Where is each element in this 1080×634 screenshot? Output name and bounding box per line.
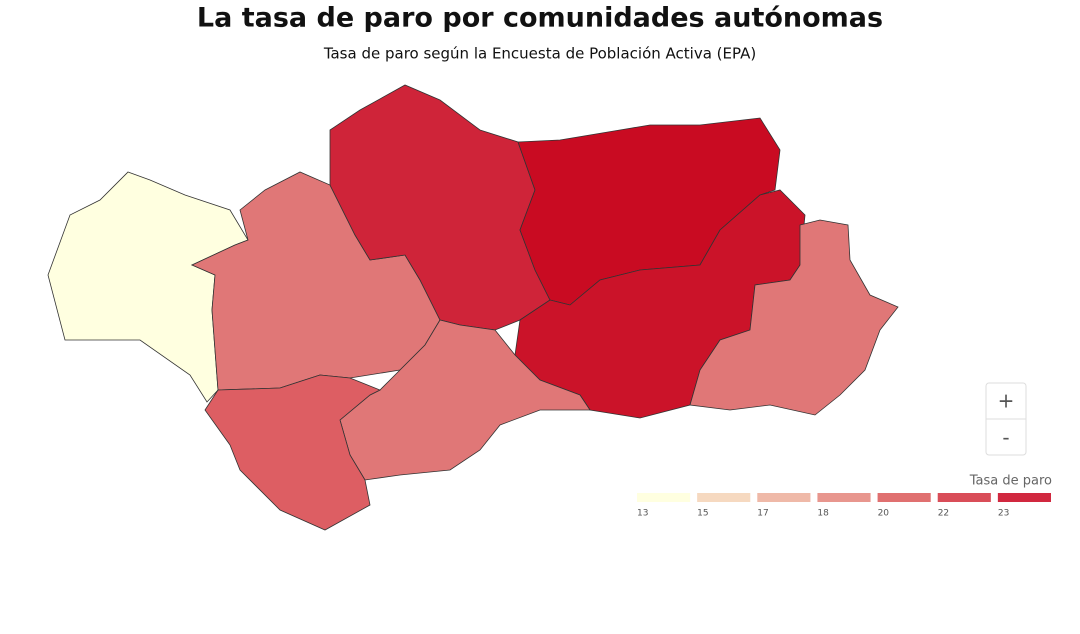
zoom-in[interactable]: + xyxy=(998,389,1015,413)
legend-swatch xyxy=(997,493,1051,502)
legend-label: 18 xyxy=(817,509,829,519)
legend-label: 22 xyxy=(938,509,949,519)
region xyxy=(689,219,899,416)
legend-swatch xyxy=(637,493,691,502)
legend-label: 20 xyxy=(878,509,890,519)
legend-label: 23 xyxy=(998,509,1009,519)
chart-subtitle: Tasa de paro según la Encuesta de Poblac… xyxy=(323,45,756,63)
zoom-out[interactable]: - xyxy=(1002,426,1009,450)
legend-label: 15 xyxy=(697,509,708,519)
chart-title: La tasa de paro por comunidades autónoma… xyxy=(197,3,883,34)
region xyxy=(204,374,381,531)
legend-swatch xyxy=(817,493,871,502)
legend-label: 17 xyxy=(757,509,768,519)
legend-title: Tasa de paro xyxy=(969,474,1052,489)
legend-swatch xyxy=(877,493,931,502)
regions xyxy=(47,84,899,531)
legend-swatch xyxy=(697,493,751,502)
legend-swatch xyxy=(757,493,811,502)
legend: 13 15 17 18 20 22 23 xyxy=(637,493,1051,519)
legend-label: 13 xyxy=(637,509,648,519)
legend-swatch xyxy=(937,493,991,502)
